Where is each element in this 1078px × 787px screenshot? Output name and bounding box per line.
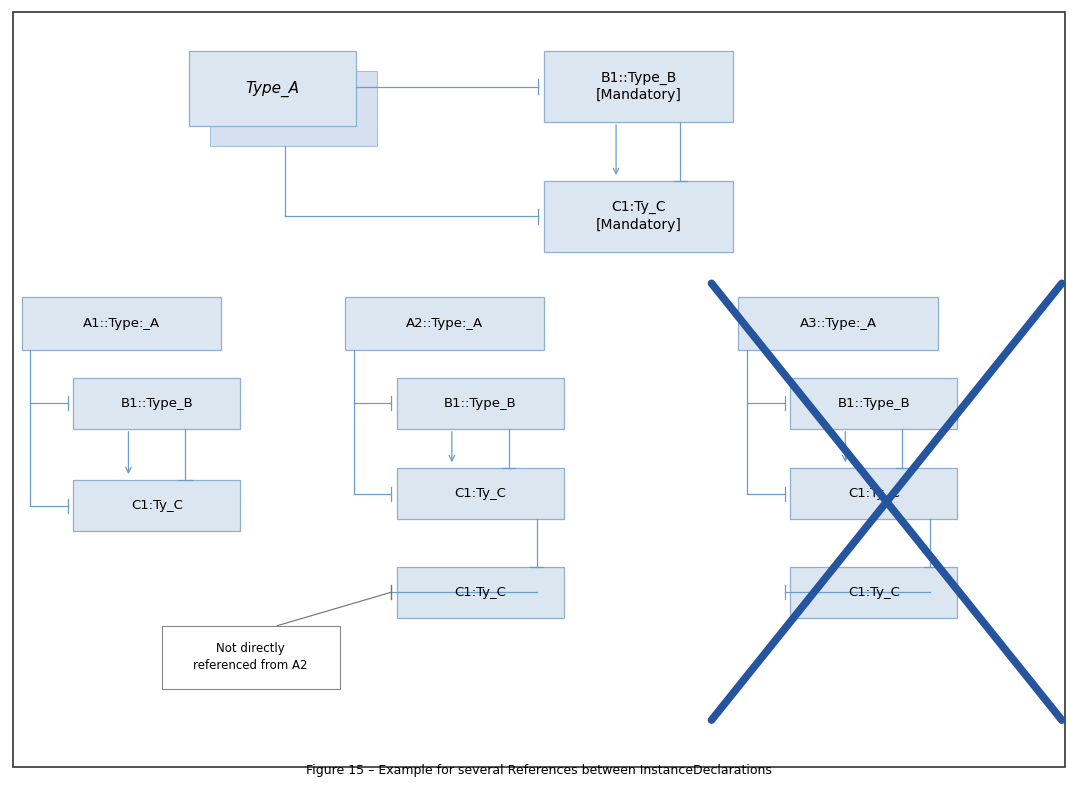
Bar <box>22 297 221 350</box>
Text: A3::Type:_A: A3::Type:_A <box>800 317 876 330</box>
Text: B1::Type_B: B1::Type_B <box>838 397 910 410</box>
Text: B1::Type_B: B1::Type_B <box>121 397 193 410</box>
Text: C1:Ty_C: C1:Ty_C <box>847 487 900 501</box>
Bar <box>738 297 938 350</box>
Bar <box>544 51 733 122</box>
Bar <box>790 378 957 429</box>
Bar <box>544 181 733 252</box>
Text: Type_A: Type_A <box>245 80 300 97</box>
Bar <box>397 468 564 519</box>
Bar <box>189 51 356 126</box>
Bar <box>210 71 377 146</box>
Bar <box>162 626 340 689</box>
Text: Figure 15 – Example for several References between InstanceDeclarations: Figure 15 – Example for several Referenc… <box>306 763 772 777</box>
Text: A2::Type:_A: A2::Type:_A <box>406 317 483 330</box>
Bar <box>73 378 240 429</box>
Text: C1:Ty_C: C1:Ty_C <box>847 586 900 599</box>
Text: C1:Ty_C: C1:Ty_C <box>454 586 507 599</box>
Bar <box>397 378 564 429</box>
Text: C1:Ty_C
[Mandatory]: C1:Ty_C [Mandatory] <box>596 201 681 232</box>
Bar <box>790 567 957 618</box>
Text: C1:Ty_C: C1:Ty_C <box>130 499 183 512</box>
Bar <box>73 480 240 531</box>
Text: B1::Type_B
[Mandatory]: B1::Type_B [Mandatory] <box>596 71 681 102</box>
Text: A1::Type:_A: A1::Type:_A <box>83 317 160 330</box>
Text: C1:Ty_C: C1:Ty_C <box>454 487 507 501</box>
Bar <box>345 297 544 350</box>
Text: Not directly
referenced from A2: Not directly referenced from A2 <box>193 642 308 672</box>
Text: B1::Type_B: B1::Type_B <box>444 397 516 410</box>
Bar <box>790 468 957 519</box>
Bar <box>397 567 564 618</box>
